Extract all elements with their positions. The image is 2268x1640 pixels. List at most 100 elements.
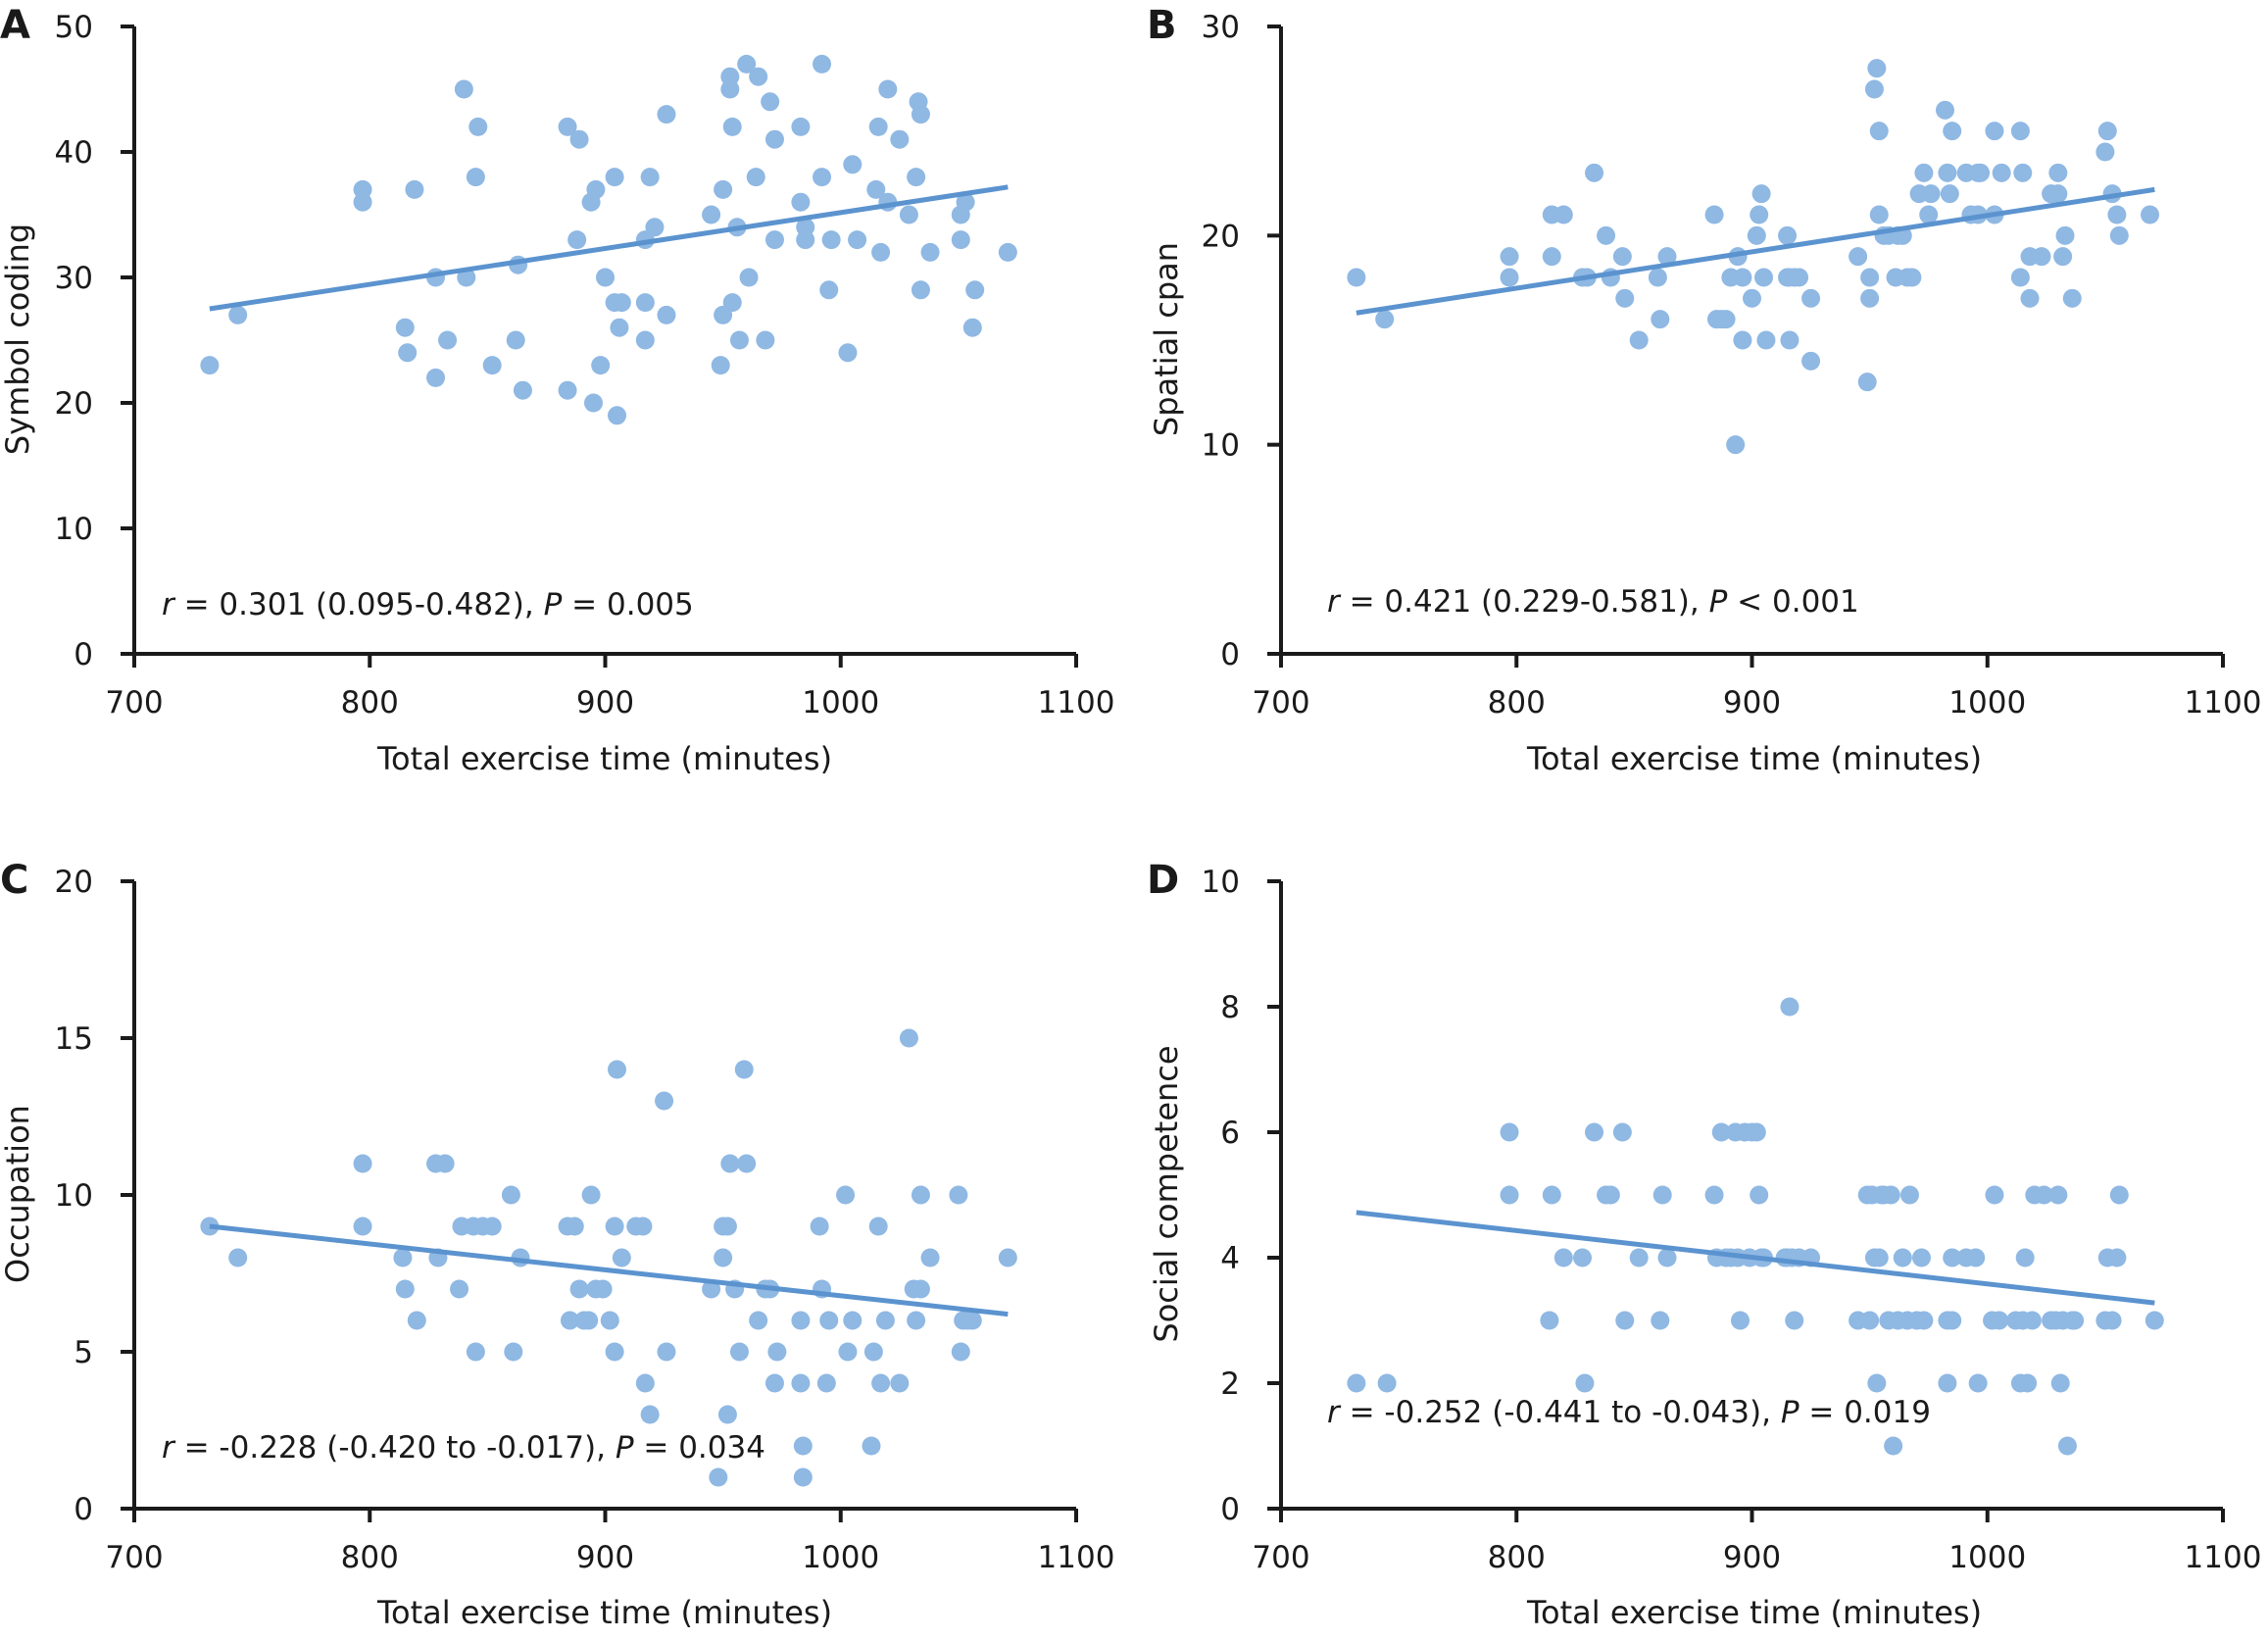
- panel-c-x-tick-label: 900: [576, 1540, 634, 1575]
- panel-a-data-point: [200, 356, 220, 375]
- panel-a-annotation: r = 0.301 (0.095-0.482), P = 0.005: [162, 587, 694, 622]
- panel-b-data-point: [2010, 268, 2030, 287]
- panel-a-annotation-stat: = 0.301 (0.095-0.482),: [174, 587, 544, 622]
- panel-a-data-point: [756, 330, 775, 350]
- panel-c-data-point: [819, 1311, 839, 1330]
- panel-b-data-point: [1751, 184, 1771, 204]
- panel-d-y-tick-label: 6: [1220, 1116, 1240, 1151]
- panel-b-data-point: [2020, 288, 2040, 308]
- panel-d-data-point: [2022, 1311, 2042, 1330]
- panel-b-data-point: [2095, 142, 2115, 162]
- panel-d-data-point: [1943, 1248, 1962, 1267]
- panel-a-data-point: [722, 117, 742, 136]
- panel-b-data-point: [1657, 247, 1677, 267]
- panel-a-data-point: [866, 179, 886, 199]
- panel-a-data-point: [746, 168, 765, 187]
- panel-b-data-point: [1943, 122, 1962, 141]
- panel-d-letter: D: [1147, 858, 1179, 903]
- panel-c-data-point: [714, 1248, 733, 1267]
- panel-b-data-point: [1790, 268, 1809, 287]
- panel-a-data-point: [635, 330, 655, 350]
- panel-a-data-point: [482, 356, 502, 375]
- panel-b-data-point: [1985, 122, 2004, 141]
- panel-a-trend-line: [209, 184, 1009, 312]
- panel-d-x-tick-label: 700: [1252, 1540, 1309, 1575]
- panel-d-data-point: [1893, 1248, 1912, 1267]
- panel-b-data-point: [1864, 79, 1884, 99]
- panel-b-data-point: [1375, 310, 1395, 329]
- panel-b-data-point: [1919, 205, 1939, 224]
- panel-c-annotation-pvalue: = 0.034: [634, 1430, 765, 1466]
- panel-c-data-point: [605, 1342, 624, 1362]
- panel-b-ylabel: Spatial cpan: [1148, 242, 1185, 436]
- panel-c-data-point: [605, 1217, 624, 1236]
- panel-c-trend-line: [209, 1223, 1009, 1317]
- panel-b-data-point: [1857, 373, 1877, 392]
- panel-c-data-point: [836, 1185, 856, 1205]
- panel-a-data-point: [899, 205, 918, 224]
- panel-d-data-point: [1629, 1248, 1649, 1267]
- panel-a-data-point: [657, 105, 676, 124]
- panel-a-data-point: [739, 268, 759, 287]
- panel-d-y-tick-label: 4: [1220, 1241, 1240, 1276]
- panel-d-data-point: [1711, 1122, 1731, 1142]
- panel-d-data-point: [2057, 1436, 2077, 1456]
- panel-c-data-point: [871, 1373, 891, 1393]
- panel-c-data-point: [843, 1311, 863, 1330]
- panel-a-y-tick-label: 0: [74, 637, 93, 672]
- panel-d-data-point: [1966, 1248, 1986, 1267]
- panel-d-data-point: [1377, 1373, 1397, 1393]
- panel-d-data-point: [2015, 1248, 2035, 1267]
- panel-a-data-point: [868, 117, 888, 136]
- panel-a-data-point: [558, 380, 577, 400]
- panel-a-data-point: [720, 67, 740, 86]
- panel-b-x-tick-label: 700: [1252, 685, 1309, 721]
- panel-c-data-point: [569, 1279, 589, 1299]
- panel-b-y-tick-label: 0: [1220, 637, 1240, 672]
- panel-a-data-point: [583, 393, 603, 413]
- panel-a-data-point: [998, 242, 1017, 262]
- panel-b-data-point: [1651, 310, 1670, 329]
- panel-a-data-point: [911, 105, 930, 124]
- panel-a-y-tick-label: 40: [55, 135, 93, 171]
- panel-a-ylabel: Symbol coding: [0, 224, 36, 455]
- panel-d-annotation-pvalue: = 0.019: [1800, 1395, 1931, 1430]
- panel-c-data-point: [793, 1436, 813, 1456]
- panel-a-xlabel: Total exercise time (minutes): [376, 740, 832, 777]
- panel-a-data-point: [405, 179, 424, 199]
- panel-c-data-point: [466, 1342, 485, 1362]
- panel-b-data-point: [1914, 163, 1934, 182]
- panel-a-plot: 0 10 20 30 40 50 700 800 900 1000 1100: [55, 10, 1115, 721]
- panel-a-y-tick-label: 30: [55, 261, 93, 296]
- panel-c-data-point: [504, 1342, 523, 1362]
- panel-b-data-point: [2097, 122, 2117, 141]
- panel-a-data-point: [813, 168, 832, 187]
- panel-a-data-point: [749, 67, 768, 86]
- panel-c-data-point: [709, 1467, 728, 1487]
- panel-a-data-point: [962, 318, 982, 337]
- panel-a-data-point: [605, 168, 624, 187]
- panel-c-y-tick-label: 5: [74, 1335, 93, 1370]
- panel-a-data-point: [871, 242, 891, 262]
- panel-b-data-point: [1860, 288, 1880, 308]
- panel-c-y-tick-label: 20: [55, 865, 93, 900]
- panel-b-annotation-p: P: [1709, 584, 1728, 620]
- panel-a-x-tick-label: 700: [105, 685, 163, 721]
- panel-d-data-point: [1657, 1248, 1677, 1267]
- panel-c-data-point: [907, 1311, 926, 1330]
- panel-c-data-point: [395, 1279, 415, 1299]
- panel-c-data-point: [890, 1373, 910, 1393]
- panel-a-data-point: [821, 230, 841, 250]
- panel-c-data-point: [228, 1248, 248, 1267]
- panel-c-x-tick-label: 1100: [1038, 1540, 1115, 1575]
- panel-b-data-point: [1743, 288, 1761, 308]
- panel-b-annotation-r: r: [1327, 584, 1342, 620]
- panel-c-data-point: [734, 1060, 754, 1079]
- panel-b-data-point: [1921, 184, 1941, 204]
- panel-c-data-point: [560, 1311, 579, 1330]
- panel-c-data-point: [393, 1248, 413, 1267]
- panel-a-y-tick-label: 50: [55, 10, 93, 45]
- panel-c-data-point: [951, 1342, 970, 1362]
- panel-d-data-point: [1884, 1436, 1903, 1456]
- panel-a-data-point: [714, 179, 733, 199]
